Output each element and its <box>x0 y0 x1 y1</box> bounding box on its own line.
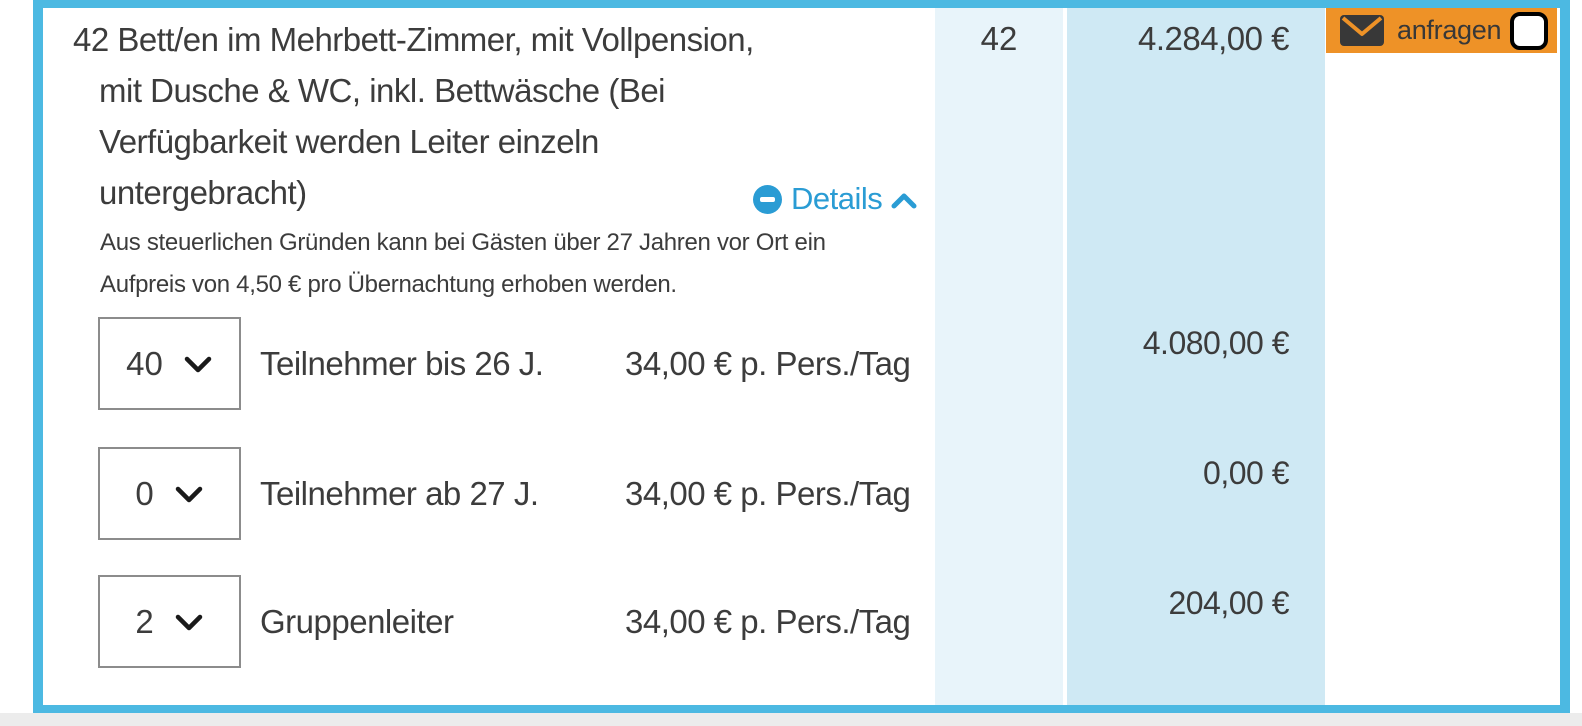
minus-circle-icon <box>753 184 782 214</box>
tax-note-line: Aus steuerlichen Gründen kann bei Gästen… <box>100 229 826 256</box>
offer-title-line: 42 Bett/en im Mehrbett-Zimmer, mit Vollp… <box>73 21 754 58</box>
participant-row-rate: 34,00 € p. Pers./Tag <box>625 474 911 512</box>
room-offer-content: 42 Bett/en im Mehrbett-Zimmer, mit Vollp… <box>43 8 1560 705</box>
quantity-select-value: 2 <box>135 602 154 640</box>
offer-title-line: untergebracht) <box>99 174 307 211</box>
chevron-down-icon <box>174 484 204 504</box>
total-bed-count: 42 <box>980 20 1018 57</box>
tax-note-line: Aufpreis von 4,50 € pro Übernachtung erh… <box>100 271 677 298</box>
row-subtotal: 4.080,00 € <box>1142 325 1290 361</box>
quantity-column <box>935 8 1063 705</box>
quantity-select-teilnehmer-ab-27[interactable]: 0 <box>98 447 241 540</box>
offer-title-line: mit Dusche & WC, inkl. Bettwäsche (Bei <box>99 72 666 109</box>
total-price: 4.284,00 € <box>1138 20 1289 57</box>
chevron-down-icon <box>183 354 213 374</box>
quantity-select-value: 40 <box>126 344 163 382</box>
participant-row-label: Teilnehmer ab 27 J. <box>260 474 539 512</box>
anfragen-label: anfragen <box>1397 15 1502 45</box>
room-offer-panel: 42 Bett/en im Mehrbett-Zimmer, mit Vollp… <box>33 0 1570 713</box>
participant-row-rate: 34,00 € p. Pers./Tag <box>625 344 911 382</box>
price-column <box>1067 8 1325 705</box>
anfragen-checkbox[interactable] <box>1510 11 1548 50</box>
details-label: Details <box>791 181 883 216</box>
quantity-select-teilnehmer-bis-26[interactable]: 40 <box>98 317 241 410</box>
offer-title-line: Verfügbarkeit werden Leiter einzeln <box>99 123 599 160</box>
chevron-up-icon <box>891 192 917 210</box>
anfragen-button[interactable]: anfragen <box>1326 8 1557 53</box>
participant-row-label: Teilnehmer bis 26 J. <box>260 344 544 382</box>
chevron-down-icon <box>174 612 204 632</box>
participant-row-rate: 34,00 € p. Pers./Tag <box>625 602 911 640</box>
quantity-select-value: 0 <box>135 474 154 512</box>
page-background-strip <box>0 713 1582 726</box>
envelope-icon <box>1340 15 1384 46</box>
row-subtotal: 0,00 € <box>1203 455 1289 491</box>
details-toggle-link[interactable]: Details <box>753 181 917 216</box>
row-subtotal: 204,00 € <box>1168 585 1289 621</box>
participant-row-label: Gruppenleiter <box>260 602 454 640</box>
quantity-select-gruppenleiter[interactable]: 2 <box>98 575 241 668</box>
